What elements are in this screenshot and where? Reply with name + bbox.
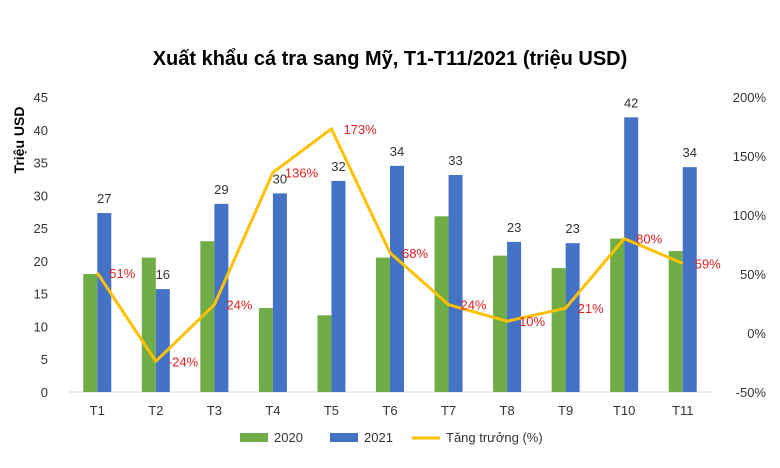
growth-data-label: -24%: [168, 354, 199, 369]
legend-label: 2020: [274, 430, 303, 445]
legend-label: Tăng trưởng (%): [446, 430, 543, 445]
growth-data-label: 10%: [519, 314, 545, 329]
x-tick-label: T5: [324, 403, 339, 418]
legend-swatch-2021: [330, 433, 358, 442]
bar-2021-data-label: 23: [507, 220, 521, 235]
x-tick-label: T4: [265, 403, 280, 418]
growth-data-label: 24%: [226, 298, 252, 313]
bar-2021: [390, 165, 404, 392]
bar-2021-data-label: 32: [331, 159, 345, 174]
x-tick-label: T11: [672, 403, 693, 418]
bar-2020: [610, 238, 625, 392]
y2-tick-label: 100%: [733, 208, 767, 223]
bar-2021: [214, 203, 229, 392]
bar-2021-data-label: 30: [273, 171, 287, 186]
growth-data-label: 68%: [402, 246, 428, 261]
y-tick-label: 35: [34, 156, 48, 171]
bar-2021-data-label: 16: [156, 267, 170, 282]
y2-tick-label: 0%: [747, 326, 766, 341]
bar-2021-data-label: 42: [624, 95, 638, 110]
y-tick-label: 40: [34, 123, 48, 138]
bar-2020: [668, 251, 683, 392]
bar-2021: [331, 180, 346, 392]
y-tick-label: 15: [34, 287, 48, 302]
y-axis-label: Triệu USD: [11, 107, 27, 174]
bar-2021-data-label: 34: [682, 145, 696, 160]
bar-2020: [493, 255, 508, 392]
bar-2020: [141, 257, 156, 392]
bar-2021-data-label: 27: [97, 191, 111, 206]
y2-tick-label: 50%: [740, 267, 766, 282]
bar-2021: [682, 167, 697, 392]
bar-2021: [272, 193, 287, 392]
bar-2020: [83, 274, 98, 392]
growth-data-label: 59%: [695, 256, 721, 271]
x-tick-label: T2: [148, 403, 163, 418]
x-tick-label: T7: [441, 403, 456, 418]
y-tick-label: 45: [34, 90, 48, 105]
bar-2020: [551, 268, 566, 392]
growth-data-label: 24%: [461, 298, 487, 313]
x-tick-label: T1: [90, 403, 105, 418]
legend-label: 2021: [364, 430, 393, 445]
bar-2021: [624, 117, 639, 393]
y-tick-label: 25: [34, 221, 48, 236]
bar-2021-data-label: 33: [448, 153, 462, 168]
legend-swatch-2020: [240, 433, 268, 442]
bar-2021: [97, 213, 112, 392]
bar-2021: [565, 243, 580, 392]
bar-2020: [317, 315, 332, 392]
bar-2021: [155, 289, 170, 392]
bar-2020: [200, 241, 215, 392]
y-tick-label: 30: [34, 188, 48, 203]
bar-2021-data-label: 29: [214, 182, 228, 197]
growth-data-label: 51%: [109, 266, 135, 281]
bar-2020: [258, 308, 273, 392]
x-tick-label: T9: [558, 403, 573, 418]
growth-data-label: 21%: [578, 301, 604, 316]
y2-tick-label: 200%: [733, 90, 767, 105]
y-tick-label: 10: [34, 319, 48, 334]
x-tick-label: T8: [500, 403, 515, 418]
y2-tick-label: 150%: [733, 149, 767, 164]
bar-2021: [507, 241, 522, 392]
bar-2020: [434, 216, 449, 392]
y-tick-label: 20: [34, 254, 48, 269]
bar-2021-data-label: 23: [565, 221, 579, 236]
y-tick-label: 5: [41, 352, 48, 367]
bar-2020: [376, 257, 390, 392]
growth-data-label: 80%: [636, 232, 662, 247]
x-tick-label: T10: [613, 403, 635, 418]
y-tick-label: 0: [41, 385, 48, 400]
y2-tick-label: -50%: [736, 385, 767, 400]
x-tick-label: T3: [207, 403, 222, 418]
chart-title: Xuất khẩu cá tra sang Mỹ, T1-T11/2021 (t…: [152, 48, 628, 70]
growth-data-label: 136%: [285, 166, 319, 181]
bar-2021-data-label: 34: [390, 144, 404, 159]
growth-data-label: 173%: [343, 122, 377, 137]
bar-2021: [448, 175, 463, 392]
x-tick-label: T6: [382, 403, 397, 418]
growth-line: [96, 127, 684, 363]
